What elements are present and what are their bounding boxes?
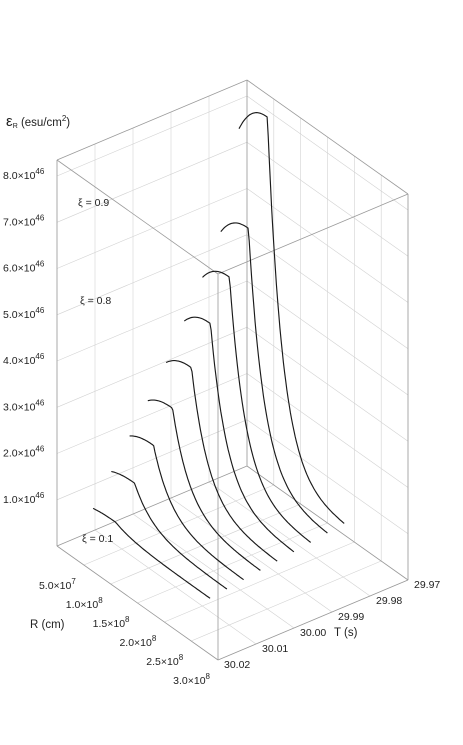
series-curve-xi-0.9 (238, 112, 345, 524)
t-axis-label: T (s) (334, 627, 358, 639)
series-label-xi-0.9: ξ = 0.9 (78, 197, 109, 209)
box-edge-top-front (56, 159, 219, 275)
wall-left-grid-z-2 (56, 326, 248, 408)
floor-grid-t-1 (208, 481, 371, 597)
t-tick-label-0: 29.97 (414, 579, 440, 591)
r-tick-label-4: 2.5×108 (146, 653, 183, 668)
z-axis-label: εR (esu/cm2) (6, 113, 70, 130)
wall-left-grid-z-6 (56, 141, 248, 223)
series-curve-xi-0.1 (92, 507, 211, 599)
box-edge-top-left (56, 79, 248, 161)
series-label-xi-0.8: ξ = 0.8 (80, 295, 111, 307)
series-curve-xi-0.7 (202, 270, 312, 543)
z-tick-label-1: 2.0×1046 (3, 445, 45, 460)
floor-grid-r-0 (83, 484, 274, 566)
box-edge-front (56, 545, 219, 661)
floor-grid-r-4 (191, 560, 382, 642)
series-curve-xi-0.4 (147, 399, 261, 571)
chart-box (56, 79, 409, 661)
z-tick-label-2: 3.0×1046 (3, 398, 45, 413)
floor-grid-r-3 (164, 541, 355, 623)
r-tick-label-2: 1.5×108 (93, 615, 130, 630)
z-tick-label-4: 5.0×1046 (3, 306, 45, 321)
box-edge-top-back (246, 79, 409, 195)
series-curve-xi-0.8 (220, 222, 328, 534)
series-curve-xi-0.6 (183, 316, 295, 553)
wall-left-grid-z-3 (56, 280, 248, 362)
chart-grid (56, 80, 409, 661)
box-edge-back-floor (246, 465, 409, 581)
series-curve-xi-0.3 (129, 435, 244, 581)
wall-left-grid-z-1 (56, 373, 248, 454)
r-tick-label-0: 5.0×107 (39, 577, 76, 592)
z-tick-label-6: 7.0×1046 (3, 213, 45, 228)
r-tick-label-5: 3.0×108 (173, 672, 210, 687)
wall-left-grid-z-0 (56, 419, 248, 501)
floor-grid-r-2 (137, 522, 328, 604)
chart-labels: 1.0×1046 2.0×1046 3.0×1046 4.0×1046 5.0×1046… (3, 113, 440, 687)
t-tick-label-3: 30.00 (300, 627, 326, 639)
r-tick-label-3: 2.0×108 (119, 634, 156, 649)
t-tick-label-1: 29.98 (376, 595, 402, 607)
floor-grid-r-1 (110, 503, 301, 585)
z-tick-label-7: 8.0×1046 (3, 167, 45, 182)
series-curve-xi-0.2 (111, 470, 228, 590)
z-tick-label-3: 4.0×1046 (3, 352, 45, 367)
r-tick-label-1: 1.0×108 (66, 596, 103, 611)
series-label-xi-0.1: ξ = 0.1 (82, 533, 113, 545)
wall-left-grid-z-5 (56, 188, 248, 269)
chart-curves (92, 112, 345, 599)
box-edge-top-right (217, 193, 409, 275)
t-tick-label-5: 30.02 (224, 659, 250, 671)
wall-left-grid-z-7 (56, 95, 248, 177)
floor-grid-t-4 (94, 529, 257, 645)
z-tick-label-5: 6.0×1046 (3, 260, 45, 275)
t-tick-label-4: 30.01 (262, 643, 288, 655)
z-tick-label-0: 1.0×1046 (3, 491, 45, 506)
box-edge-right (217, 579, 409, 661)
x-axis-label: R (cm) (30, 619, 65, 631)
t-tick-label-2: 29.99 (338, 611, 364, 623)
wall-left-grid-z-4 (56, 234, 248, 316)
floor-grid-t-3 (132, 513, 295, 629)
floor-grid-t-2 (170, 497, 333, 613)
box-edge-left-floor (56, 465, 248, 547)
series-curve-xi-0.5 (165, 360, 278, 562)
